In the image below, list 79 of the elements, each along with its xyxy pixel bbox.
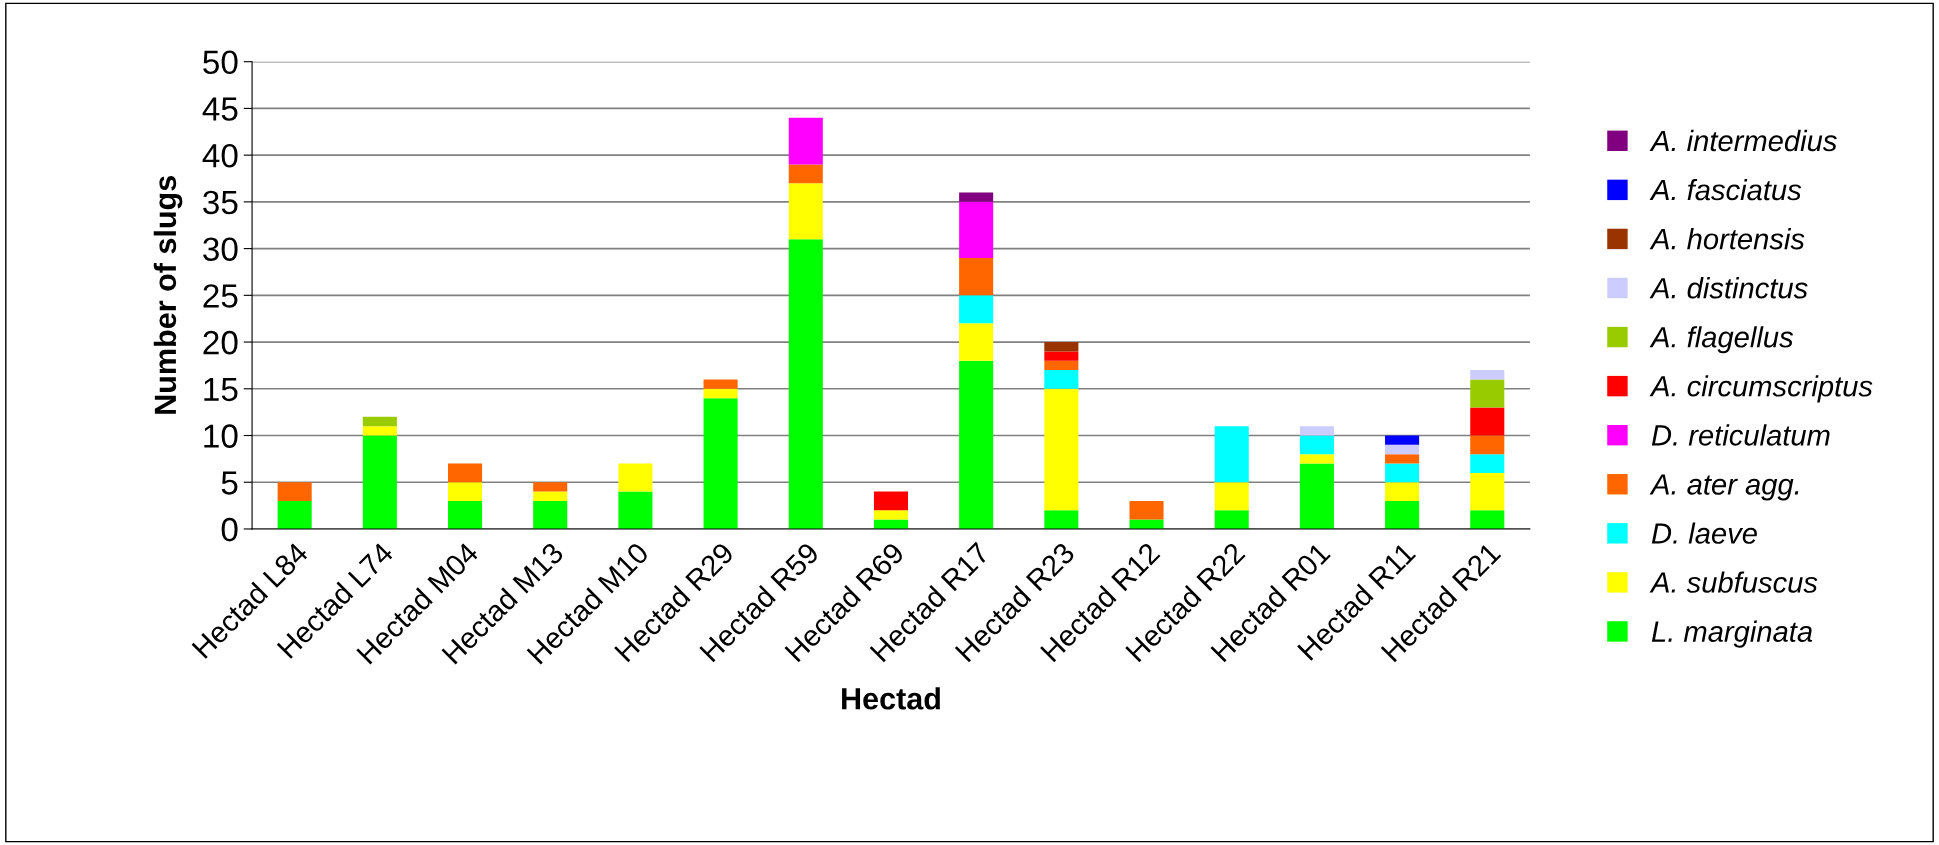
legend-label: A. hortensis [1649, 228, 1805, 250]
bar [788, 239, 823, 529]
bar [1470, 370, 1505, 380]
bar [533, 500, 568, 529]
bar [959, 257, 994, 296]
y-tick-label: 50 [203, 50, 238, 75]
legend-label: A. subfuscus [1649, 571, 1818, 593]
bar [277, 500, 312, 529]
bar [362, 435, 397, 529]
bar [1385, 444, 1420, 455]
bar [1470, 510, 1505, 529]
bar [1044, 370, 1079, 389]
legend-label: A. ater agg. [1649, 474, 1799, 501]
bar [1385, 482, 1420, 501]
bar [1470, 472, 1505, 511]
bar [533, 482, 568, 492]
bar [703, 398, 738, 529]
bar [1129, 500, 1164, 520]
legend-label: L. marginata [1651, 620, 1813, 648]
bar [1044, 342, 1079, 352]
bar [959, 360, 994, 529]
bar [533, 491, 568, 501]
legend-label: D. laeve [1651, 522, 1757, 544]
bar [362, 416, 397, 427]
bar [703, 379, 738, 389]
y-tick-label: 0 [221, 517, 238, 542]
bar [1214, 510, 1249, 529]
legend-label: A. fasciatus [1649, 178, 1802, 201]
bar [1470, 379, 1505, 408]
bar [1385, 435, 1420, 445]
bar [1299, 426, 1334, 436]
bar [618, 463, 653, 492]
y-tick-label: 10 [204, 424, 238, 448]
bar [1299, 435, 1334, 455]
legend-label: A. intermedius [1649, 129, 1837, 152]
legend-label: A. circumscriptus [1649, 375, 1873, 403]
y-tick-label: 20 [203, 330, 238, 355]
bar [959, 295, 994, 324]
legend-label: D. reticulatum [1651, 424, 1830, 446]
bar [959, 201, 994, 258]
bar [703, 388, 738, 399]
bar [959, 192, 994, 202]
bar [873, 491, 909, 511]
bar [1214, 482, 1249, 511]
bar [448, 463, 483, 483]
y-tick-label: 35 [203, 190, 238, 215]
bar [1044, 360, 1079, 371]
bar [1385, 454, 1420, 464]
y-axis-title: Number of slugs [153, 176, 183, 414]
bar [1470, 435, 1505, 455]
bar [1299, 463, 1334, 529]
bar [1044, 351, 1079, 361]
x-axis-title: Hectad [842, 687, 940, 710]
bar [448, 500, 483, 529]
y-tick-label: 15 [204, 377, 238, 402]
bar [277, 482, 312, 501]
bar [1214, 426, 1249, 483]
bar [1470, 454, 1505, 473]
bar [1385, 463, 1420, 483]
y-tick-label: 40 [202, 143, 238, 168]
bar [788, 117, 823, 165]
bar [1044, 388, 1079, 511]
bar [362, 426, 397, 436]
y-tick-label: 25 [203, 284, 238, 308]
bar [873, 510, 909, 520]
y-tick-label: 5 [221, 471, 238, 495]
bar [1470, 407, 1505, 436]
y-tick-label: 45 [202, 97, 238, 121]
bar [448, 482, 483, 501]
bar [1299, 454, 1334, 464]
bar [788, 183, 823, 240]
y-tick-label: 30 [203, 237, 238, 262]
legend-label: A. flagellus [1649, 326, 1794, 354]
bar [1044, 510, 1079, 529]
bar [959, 323, 994, 361]
bar [788, 164, 823, 184]
legend-label: A. distinctus [1649, 277, 1808, 299]
bar [618, 491, 653, 529]
bar [1385, 500, 1420, 529]
